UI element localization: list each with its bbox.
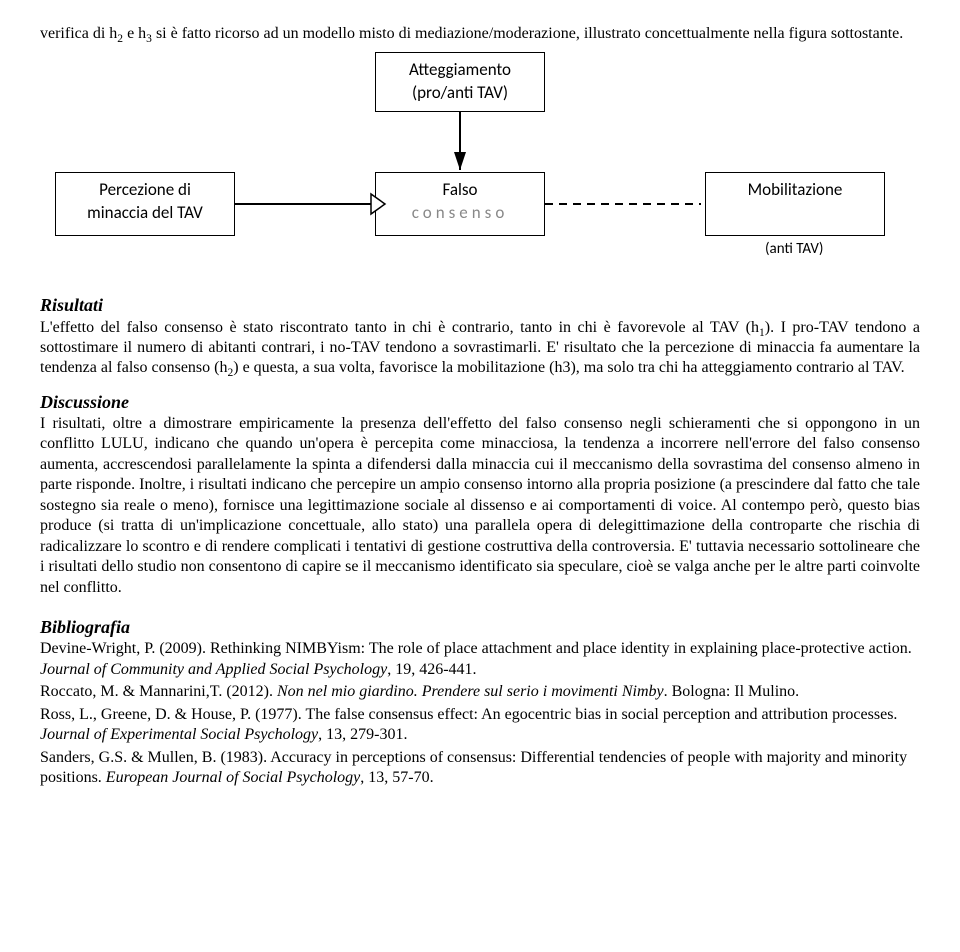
discussione-paragraph: I risultati, oltre a dimostrare empirica… <box>40 414 920 598</box>
bib-entry-2: Roccato, M. & Mannarini,T. (2012). Non n… <box>40 682 920 702</box>
att-l1: Atteggiamento <box>409 59 511 80</box>
box-atteggiamento: Atteggiamento (pro/anti TAV) <box>375 52 545 112</box>
ris-a: L'effetto del falso consenso è stato ris… <box>40 319 759 336</box>
ris-c: ) e questa, a sua volta, favorisce la mo… <box>233 359 904 376</box>
b1a: Devine-Wright, P. (2009). Rethinking NIM… <box>40 640 912 657</box>
bib-entry-3: Ross, L., Greene, D. & House, P. (1977).… <box>40 705 920 746</box>
model-diagram: Atteggiamento (pro/anti TAV) Percezione … <box>45 52 915 282</box>
b2a: Roccato, M. & Mannarini,T. (2012). <box>40 683 277 700</box>
per-l1: Percezione di <box>99 179 191 200</box>
att-l2: (pro/anti TAV) <box>412 82 508 103</box>
heading-bibliografia: Bibliografia <box>40 616 920 639</box>
bibliography-list: Devine-Wright, P. (2009). Rethinking NIM… <box>40 639 920 788</box>
heading-risultati: Risultati <box>40 294 920 317</box>
mob-cut-label: (anti TAV) <box>765 240 823 259</box>
b4i: European Journal of Social Psychology <box>106 769 360 786</box>
bib-entry-4: Sanders, G.S. & Mullen, B. (1983). Accur… <box>40 748 920 789</box>
intro-text-a: verifica di h <box>40 25 117 42</box>
b3i: Journal of Experimental Social Psycholog… <box>40 726 318 743</box>
mob-l1: Mobilitazione <box>748 179 843 200</box>
b3a: Ross, L., Greene, D. & House, P. (1977).… <box>40 706 897 723</box>
b2i: Non nel mio giardino. Prendere sul serio… <box>277 683 664 700</box>
bib-entry-1: Devine-Wright, P. (2009). Rethinking NIM… <box>40 639 920 680</box>
b3b: , 13, 279-301. <box>318 726 407 743</box>
box-mobilitazione: Mobilitazione <box>705 172 885 236</box>
intro-text-b: e h <box>123 25 146 42</box>
fal-l2: consenso <box>412 202 509 223</box>
per-l2: minaccia del TAV <box>87 202 203 223</box>
box-falso: Falso consenso <box>375 172 545 236</box>
box-percezione: Percezione di minaccia del TAV <box>55 172 235 236</box>
risultati-paragraph: L'effetto del falso consenso è stato ris… <box>40 318 920 379</box>
b4b: , 13, 57-70. <box>360 769 433 786</box>
heading-discussione: Discussione <box>40 391 920 414</box>
b1b: , 19, 426-441. <box>387 661 476 678</box>
b2b: . Bologna: Il Mulino. <box>664 683 800 700</box>
intro-paragraph: verifica di h2 e h3 si è fatto ricorso a… <box>40 24 920 44</box>
b1i: Journal of Community and Applied Social … <box>40 661 387 678</box>
fal-l1: Falso <box>442 179 477 200</box>
intro-text-c: si è fatto ricorso ad un modello misto d… <box>152 25 903 42</box>
